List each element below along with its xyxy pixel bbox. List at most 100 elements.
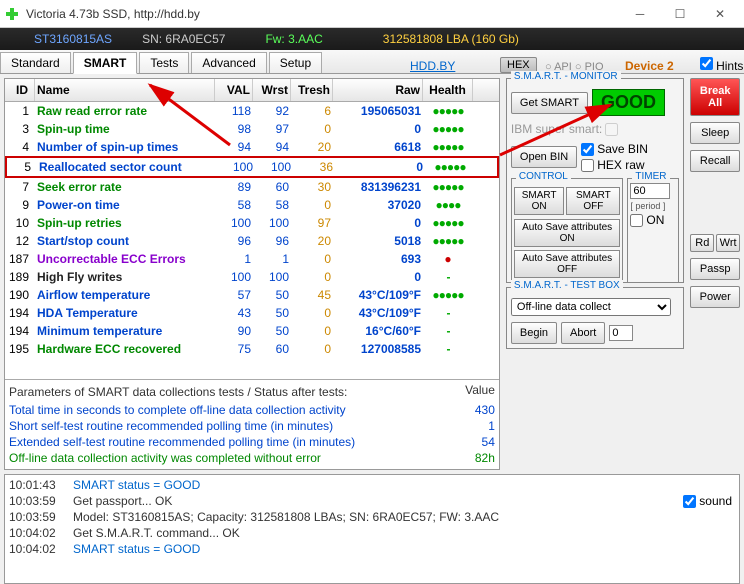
timer-box: TIMER [ period ] ON: [627, 178, 679, 283]
break-all-button[interactable]: Break All: [690, 78, 740, 116]
table-row[interactable]: 3Spin-up time989700●●●●●: [5, 120, 499, 138]
device-selector[interactable]: Device 2: [625, 59, 674, 73]
power-button[interactable]: Power: [690, 286, 740, 308]
autosave-on-button[interactable]: Auto Save attributes ON: [514, 219, 621, 247]
params-panel: Parameters of SMART data collections tes…: [5, 379, 499, 469]
col-health[interactable]: Health: [423, 79, 473, 101]
cell-raw: 831396231: [333, 179, 423, 195]
col-val[interactable]: VAL: [215, 79, 253, 101]
cell-health: ●●●●●: [423, 215, 473, 231]
maximize-button[interactable]: ☐: [660, 1, 700, 27]
param-row: Extended self-test routine recommended p…: [9, 434, 495, 450]
cell-health: -: [423, 305, 473, 321]
table-row[interactable]: 190Airflow temperature57504543°C/109°F●●…: [5, 286, 499, 304]
cell-id: 5: [7, 159, 37, 175]
timer-on-checkbox[interactable]: ON: [630, 213, 676, 227]
cell-health: -: [423, 269, 473, 285]
tab-tests[interactable]: Tests: [139, 52, 189, 73]
cell-name: Seek error rate: [35, 179, 215, 195]
table-row[interactable]: 12Start/stop count9696205018●●●●●: [5, 232, 499, 250]
save-bin-checkbox[interactable]: Save BIN: [581, 142, 648, 156]
cell-wrst: 97: [253, 121, 291, 137]
cell-id: 12: [5, 233, 35, 249]
cell-raw: 43°C/109°F: [333, 305, 423, 321]
abort-button[interactable]: Abort: [561, 322, 605, 344]
table-row[interactable]: 1Raw read error rate118926195065031●●●●●: [5, 102, 499, 120]
cell-raw: 0: [333, 121, 423, 137]
cell-health: ●●●●●: [423, 287, 473, 303]
tab-smart[interactable]: SMART: [73, 52, 138, 74]
col-raw[interactable]: Raw: [333, 79, 423, 101]
table-row[interactable]: 195Hardware ECC recovered75600127008585-: [5, 340, 499, 358]
cell-raw: 43°C/109°F: [333, 287, 423, 303]
drive-fw: Fw: 3.AAC: [265, 32, 322, 46]
rd-button[interactable]: Rd: [690, 234, 714, 252]
cell-val: 98: [215, 121, 253, 137]
cell-raw: 37020: [333, 197, 423, 213]
col-id[interactable]: ID: [5, 79, 35, 101]
cell-name: Reallocated sector count: [37, 159, 217, 175]
smart-table-panel: ID Name VAL Wrst Tresh Raw Health 1Raw r…: [4, 78, 500, 470]
cell-raw: 0: [333, 269, 423, 285]
table-row[interactable]: 4Number of spin-up times9494206618●●●●●: [5, 138, 499, 156]
test-num-input[interactable]: [609, 325, 633, 341]
table-body: 1Raw read error rate118926195065031●●●●●…: [5, 102, 499, 379]
minimize-button[interactable]: ─: [620, 1, 660, 27]
cell-val: 118: [215, 103, 253, 119]
cell-wrst: 50: [253, 305, 291, 321]
cell-name: Start/stop count: [35, 233, 215, 249]
cell-name: Spin-up time: [35, 121, 215, 137]
log-row: 10:04:02SMART status = GOOD: [9, 541, 735, 557]
table-row[interactable]: 10Spin-up retries100100970●●●●●: [5, 214, 499, 232]
cell-id: 7: [5, 179, 35, 195]
get-smart-button[interactable]: Get SMART: [511, 92, 588, 114]
table-row[interactable]: 5Reallocated sector count100100360●●●●●: [5, 156, 499, 178]
cell-name: High Fly writes: [35, 269, 215, 285]
smart-off-button[interactable]: SMART OFF: [566, 187, 620, 215]
timer-input[interactable]: [630, 183, 670, 199]
table-row[interactable]: 189High Fly writes10010000-: [5, 268, 499, 286]
tab-setup[interactable]: Setup: [269, 52, 322, 73]
col-wrst[interactable]: Wrst: [253, 79, 291, 101]
log-row: 10:04:02Get S.M.A.R.T. command... OK: [9, 525, 735, 541]
hex-raw-checkbox[interactable]: HEX raw: [581, 158, 648, 172]
sound-checkbox[interactable]: sound: [683, 494, 732, 508]
hddby-link[interactable]: HDD.BY: [410, 59, 455, 73]
autosave-off-button[interactable]: Auto Save attributes OFF: [514, 250, 621, 278]
cell-id: 187: [5, 251, 35, 267]
table-row[interactable]: 194Minimum temperature9050016°C/60°F-: [5, 322, 499, 340]
sleep-button[interactable]: Sleep: [690, 122, 740, 144]
open-bin-button[interactable]: Open BIN: [511, 146, 577, 168]
test-select[interactable]: Off-line data collect: [511, 298, 671, 316]
col-name[interactable]: Name: [35, 79, 215, 101]
drive-model: ST3160815AS: [34, 32, 112, 46]
recall-button[interactable]: Recall: [690, 150, 740, 172]
tab-standard[interactable]: Standard: [0, 52, 71, 73]
passp-button[interactable]: Passp: [690, 258, 740, 280]
cell-tresh: 0: [291, 251, 333, 267]
begin-button[interactable]: Begin: [511, 322, 557, 344]
table-row[interactable]: 194HDA Temperature4350043°C/109°F-: [5, 304, 499, 322]
cell-val: 96: [215, 233, 253, 249]
tab-advanced[interactable]: Advanced: [191, 52, 266, 73]
titlebar: Victoria 4.73b SSD, http://hdd.by ─ ☐ ✕: [0, 0, 744, 28]
cell-raw: 127008585: [333, 341, 423, 357]
col-tresh[interactable]: Tresh: [291, 79, 333, 101]
cell-tresh: 0: [291, 269, 333, 285]
hints-checkbox[interactable]: Hints: [700, 57, 743, 73]
table-row[interactable]: 9Power-on time5858037020●●●●: [5, 196, 499, 214]
cell-val: 57: [215, 287, 253, 303]
close-button[interactable]: ✕: [700, 1, 740, 27]
cell-health: ●●●●●: [423, 139, 473, 155]
table-header: ID Name VAL Wrst Tresh Raw Health: [5, 79, 499, 102]
wrt-button[interactable]: Wrt: [716, 234, 740, 252]
cell-wrst: 100: [255, 159, 293, 175]
cell-wrst: 58: [253, 197, 291, 213]
cell-val: 43: [215, 305, 253, 321]
cell-id: 190: [5, 287, 35, 303]
smart-on-button[interactable]: SMART ON: [514, 187, 564, 215]
table-row[interactable]: 187Uncorrectable ECC Errors110693●: [5, 250, 499, 268]
cell-wrst: 94: [253, 139, 291, 155]
table-row[interactable]: 7Seek error rate896030831396231●●●●●: [5, 178, 499, 196]
window-title: Victoria 4.73b SSD, http://hdd.by: [26, 7, 620, 21]
